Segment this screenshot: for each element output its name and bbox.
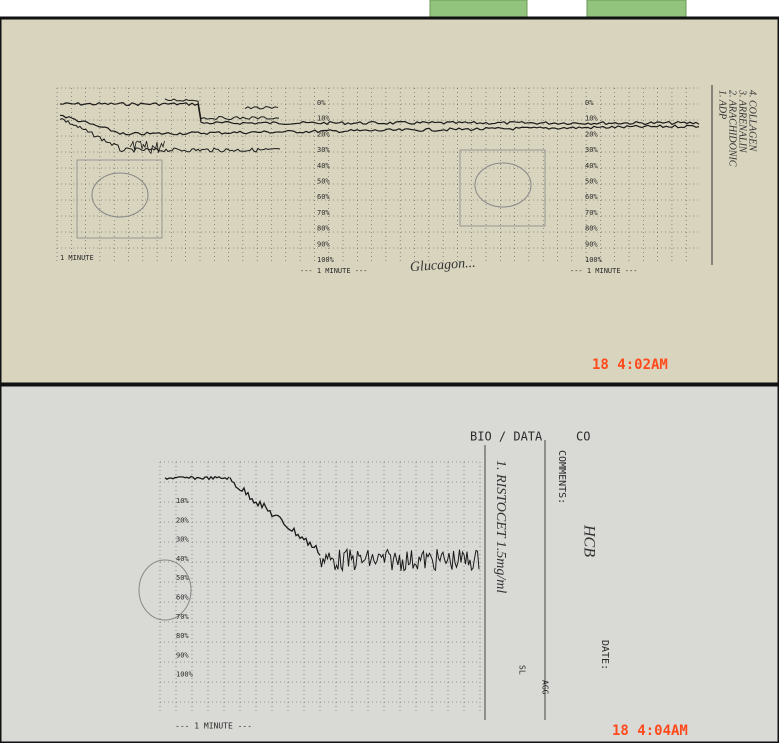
- percent-label: 0%: [585, 99, 594, 107]
- agonist: 1. RISTOCET 1.5mg/ml: [493, 460, 508, 593]
- header-cut: CO: [576, 430, 590, 444]
- percent-label: 10%: [585, 115, 598, 123]
- percent-label: 30%: [176, 536, 189, 544]
- trace: [164, 475, 230, 481]
- small-label: SL: [518, 665, 527, 675]
- legend-entry: 3. ARRENALIN: [737, 89, 748, 154]
- percent-label: 40%: [585, 162, 598, 170]
- date-label: DATE:: [599, 640, 610, 670]
- percent-label: 90%: [585, 240, 598, 248]
- sketch: [91, 172, 149, 218]
- sketch: [138, 559, 192, 621]
- header: BIO / DATA: [470, 430, 543, 444]
- percent-label: 20%: [317, 130, 330, 138]
- trace: [129, 140, 165, 155]
- percent-label: 70%: [176, 613, 189, 621]
- percent-label: 70%: [317, 209, 330, 217]
- top-strip: [0, 0, 779, 18]
- percent-label: 50%: [585, 178, 598, 186]
- percent-label: 60%: [176, 594, 189, 602]
- percent-label: 60%: [585, 193, 598, 201]
- minute-label: --- 1 MINUTE ---: [175, 722, 252, 731]
- percent-label: 50%: [176, 574, 189, 582]
- trace: [244, 105, 279, 110]
- percent-label: 10%: [317, 115, 330, 123]
- trace: [59, 118, 281, 153]
- percent-label: 50%: [317, 178, 330, 186]
- trace-layer: [59, 98, 700, 621]
- sketch: [76, 159, 163, 239]
- percent-label: 100%: [176, 671, 194, 679]
- top-photo: [0, 18, 779, 384]
- percent-label: 30%: [585, 146, 598, 154]
- percent-label: 20%: [585, 130, 598, 138]
- percent-label: 100%: [585, 256, 603, 264]
- trace: [319, 547, 480, 573]
- legend-entry: 1. ADP: [717, 90, 728, 119]
- photo-border: [0, 383, 779, 743]
- minute-label: --- 1 MINUTE ---: [300, 267, 367, 275]
- handwriting: Glucagon...: [409, 256, 476, 276]
- percent-label: 90%: [176, 651, 189, 659]
- trace: [59, 102, 700, 126]
- bottom-photo: [0, 385, 779, 743]
- comments-value: HCB: [580, 524, 597, 557]
- small-label: AGG: [541, 680, 550, 695]
- minute-label: 1 MINUTE: [60, 254, 94, 262]
- percent-label: 60%: [317, 193, 330, 201]
- minute-label: --- 1 MINUTE ---: [570, 267, 637, 275]
- percent-label: 40%: [176, 555, 189, 563]
- green-tab: [586, 0, 687, 19]
- percent-label: 100%: [317, 256, 335, 264]
- legend-entry: 4. COLLAGEN: [747, 90, 758, 152]
- percent-label: 70%: [585, 209, 598, 217]
- trace: [164, 98, 280, 120]
- percent-label: 40%: [317, 162, 330, 170]
- trace: [229, 477, 321, 556]
- percent-label: 0%: [317, 99, 326, 107]
- sketch: [474, 162, 532, 208]
- legend-entry: 2. ARACHIDONIC: [727, 90, 738, 167]
- timestamp: 18 4:02AM: [592, 357, 668, 373]
- percent-label: 20%: [176, 516, 189, 524]
- comments-label: COMMENTS:: [556, 450, 567, 504]
- percent-label: 90%: [317, 240, 330, 248]
- trace: [59, 114, 700, 136]
- timestamp: 18 4:04AM: [612, 723, 688, 739]
- grid-layer: [56, 85, 713, 720]
- percent-label: 80%: [585, 225, 598, 233]
- percent-label: 10%: [176, 497, 189, 505]
- green-tab: [429, 0, 528, 19]
- sketch: [459, 149, 546, 227]
- percent-label: 30%: [317, 146, 330, 154]
- percent-label: 80%: [317, 225, 330, 233]
- percent-label: 80%: [176, 632, 189, 640]
